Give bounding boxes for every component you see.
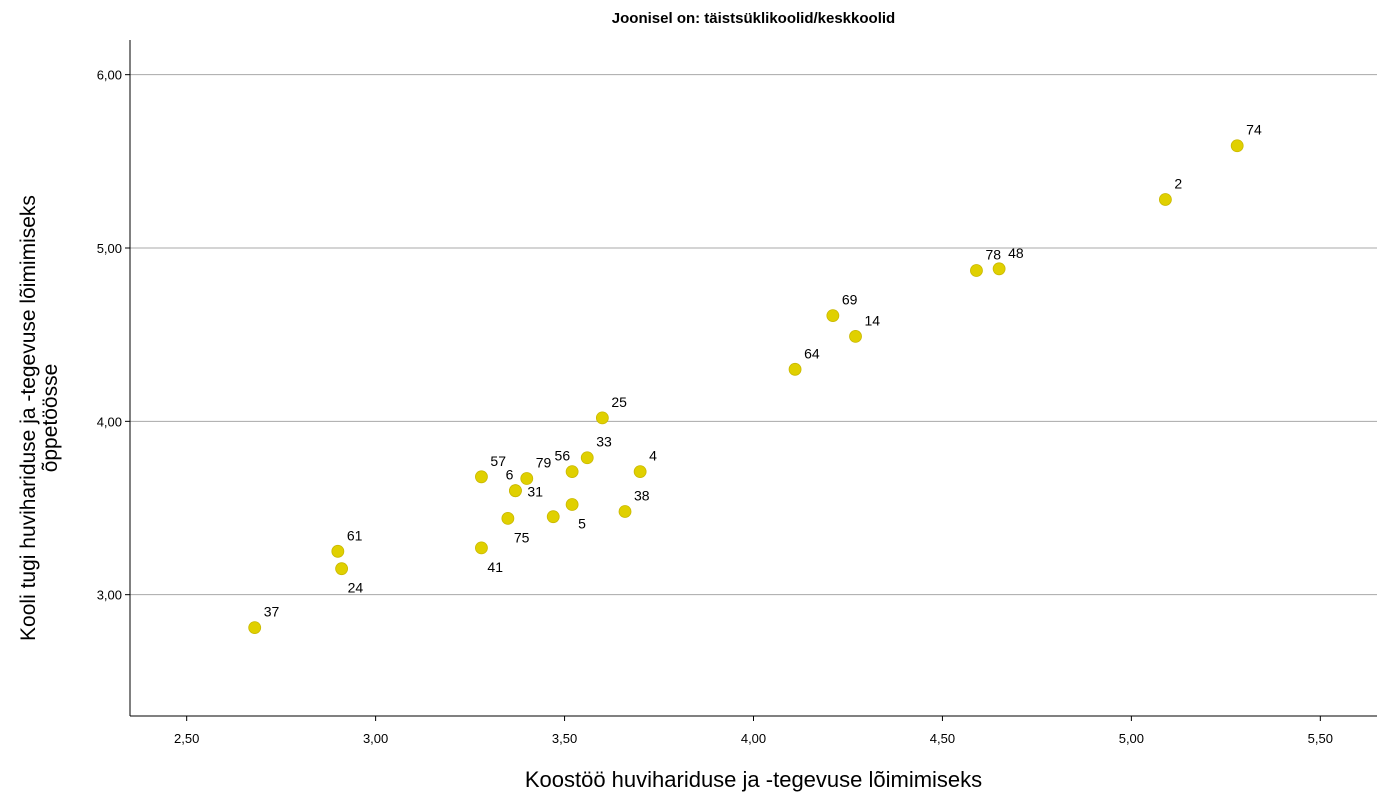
data-point	[565, 465, 579, 479]
data-point	[1158, 193, 1172, 206]
x-tick-label: 5,00	[1119, 731, 1144, 746]
point-label: 56	[555, 448, 571, 464]
data-point	[970, 264, 983, 277]
point-label: 31	[527, 484, 543, 500]
data-point	[580, 451, 594, 465]
point-label: 24	[348, 580, 364, 596]
point-label: 57	[490, 453, 506, 469]
point-label: 48	[1008, 245, 1024, 261]
axes	[125, 40, 1377, 721]
data-point	[509, 484, 522, 498]
point-label: 64	[804, 345, 820, 361]
point-label: 69	[842, 292, 858, 308]
data-point	[501, 512, 515, 525]
data-point	[788, 362, 802, 376]
data-point	[520, 472, 534, 485]
y-tick-label: 6,00	[97, 68, 122, 83]
data-point	[565, 498, 579, 511]
data-point	[331, 544, 345, 558]
point-label: 75	[514, 529, 530, 545]
point-label: 37	[264, 604, 280, 620]
point-label: 4	[649, 448, 657, 464]
data-point	[618, 505, 632, 518]
x-tick-label: 4,50	[930, 731, 955, 746]
point-label: 5	[578, 516, 586, 532]
point-label: 25	[611, 394, 627, 410]
data-point	[849, 329, 862, 343]
x-axis-label: Koostöö huvihariduse ja -tegevuse lõimim…	[524, 767, 983, 792]
data-point	[992, 262, 1006, 276]
data-point	[595, 411, 609, 425]
point-label: 79	[536, 455, 552, 471]
point-label: 41	[487, 559, 503, 575]
y-tick-label: 5,00	[97, 241, 122, 256]
x-tick-label: 5,50	[1308, 731, 1333, 746]
point-label: 38	[634, 487, 650, 503]
data-point	[248, 621, 262, 634]
data-point	[475, 470, 488, 484]
point-label: 6	[506, 467, 514, 483]
x-tick-label: 4,00	[741, 731, 766, 746]
point-label: 78	[985, 247, 1001, 263]
chart-title: Joonisel on: täistsüklikoolid/keskkoolid	[611, 10, 896, 27]
data-point	[826, 309, 840, 323]
point-label: 74	[1246, 122, 1262, 138]
y-tick-label: 3,00	[97, 588, 122, 603]
gridlines	[130, 74, 1377, 596]
point-labels: 74 2 78 48 69 14 64 25 33 56 4 79 576 31 38 5 75 41 61 24 37	[264, 122, 1262, 620]
x-tick-label: 3,50	[552, 731, 577, 746]
data-point	[335, 562, 349, 576]
point-label: 14	[865, 312, 881, 328]
x-tick-label: 3,00	[363, 731, 388, 746]
data-point	[475, 541, 488, 555]
data-point	[633, 465, 647, 479]
tick-labels: 3,00 4,00 5,00 6,00 2,50 3,00 3,50 4,00 4,50 5,00…	[97, 68, 1333, 746]
y-tick-label: 4,00	[97, 414, 122, 429]
data-point	[546, 510, 560, 524]
x-tick-label: 2,50	[174, 731, 199, 746]
data-point	[1230, 139, 1244, 153]
point-label: 2	[1174, 175, 1182, 191]
point-label: 61	[347, 527, 363, 543]
point-label: 33	[596, 434, 612, 450]
data-points	[248, 139, 1244, 634]
